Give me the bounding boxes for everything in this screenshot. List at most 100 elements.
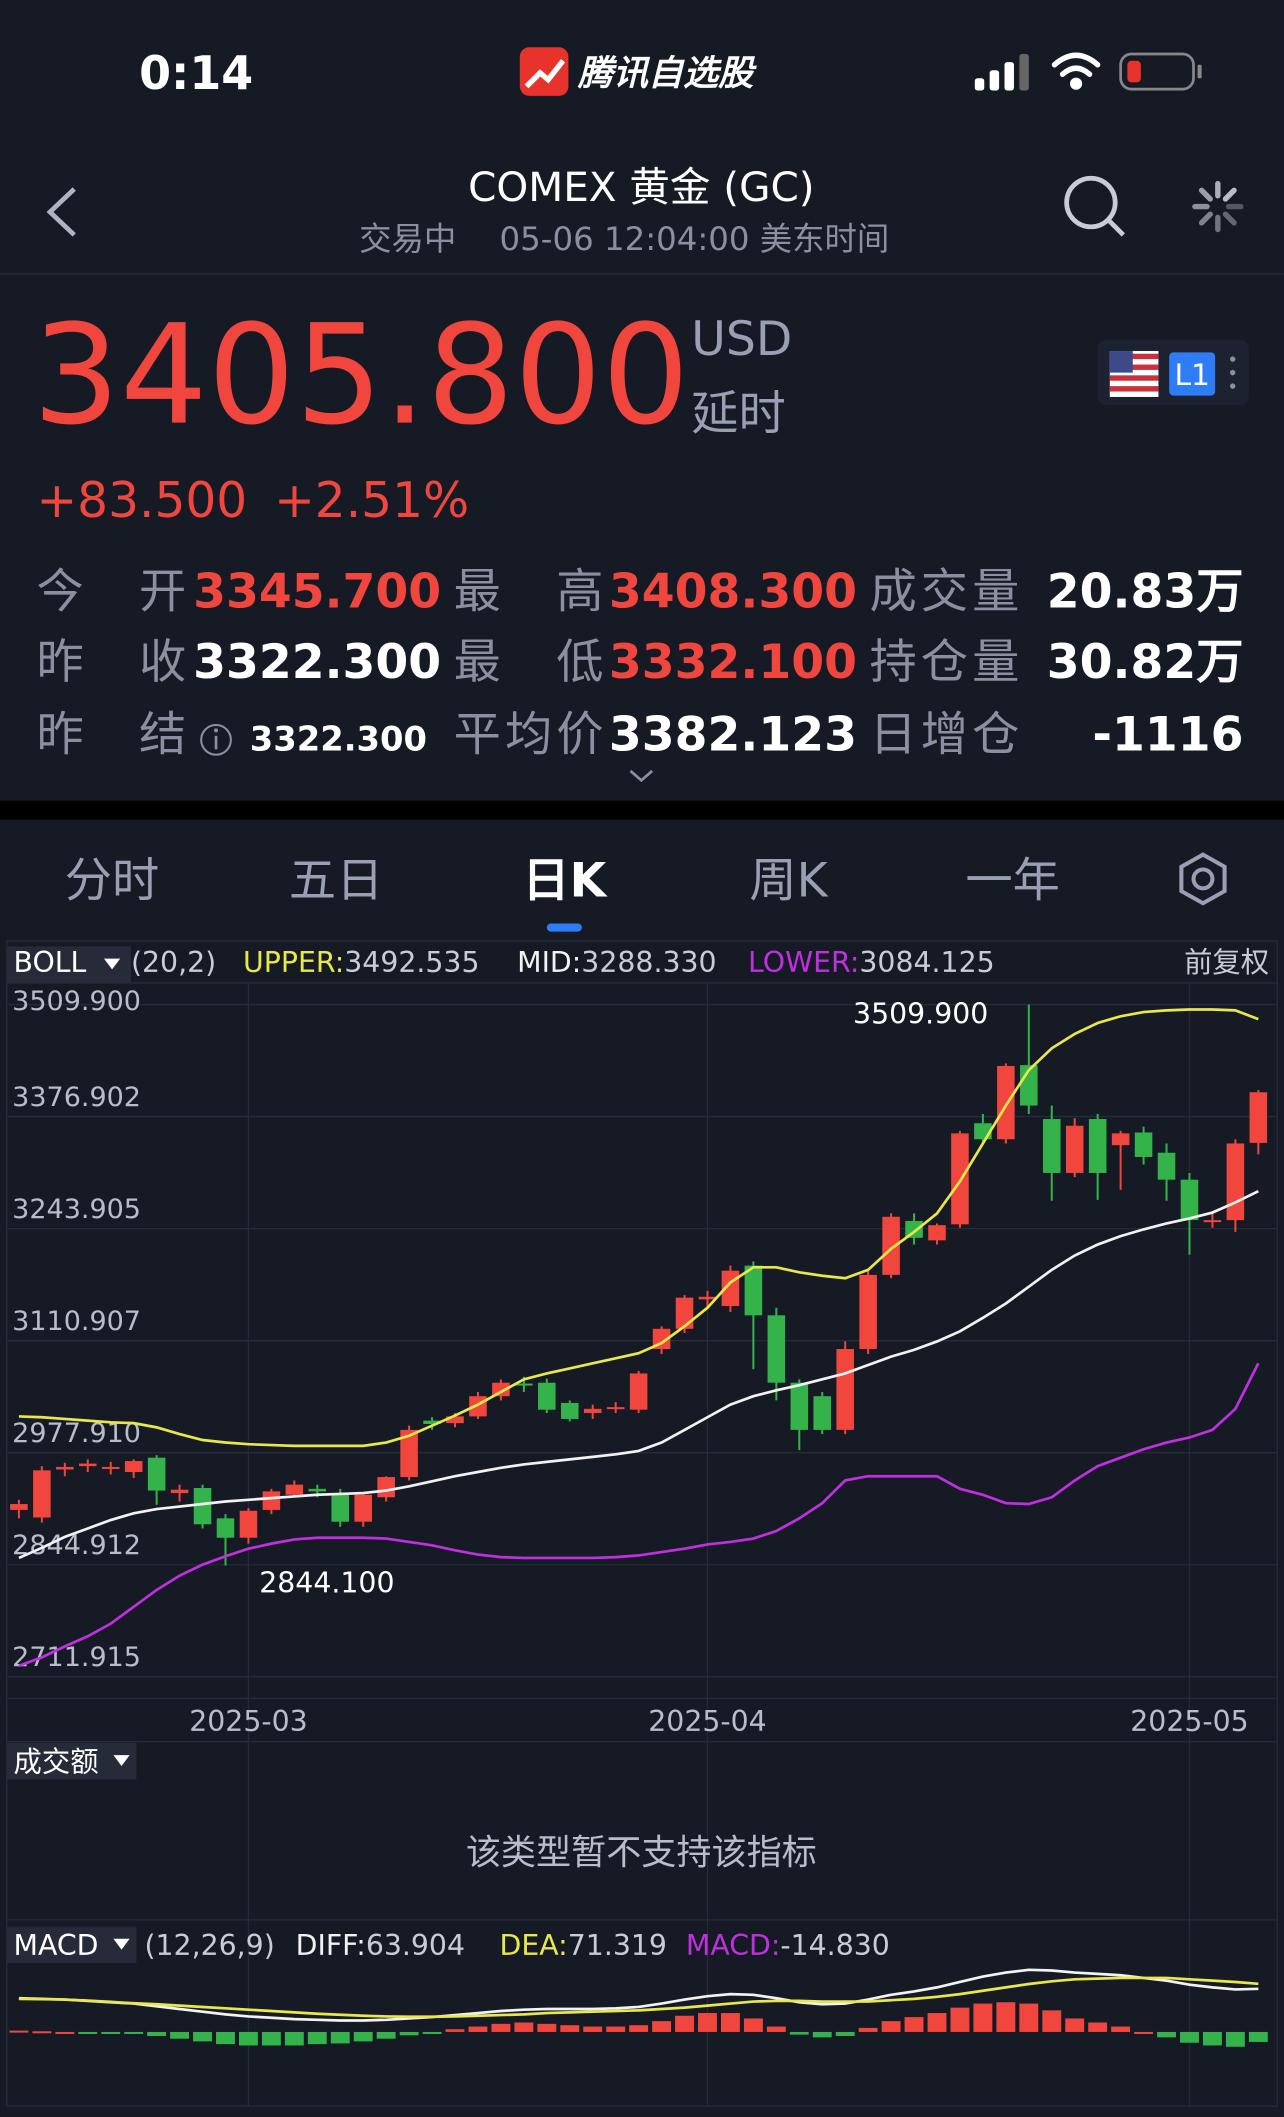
macd-bar	[606, 2026, 626, 2032]
macd-bar	[537, 2023, 557, 2032]
macd-bar	[399, 2031, 419, 2036]
stat-value: 3382.123	[609, 708, 857, 763]
kline-chart: BOLL (20,2) UPPER:3492.535 MID:3288.330 LOWE…	[6, 940, 1278, 2107]
currency: USD	[691, 312, 792, 367]
candle-body	[1226, 1143, 1245, 1221]
stat-label: 成交量	[869, 565, 1019, 620]
macd-bar	[468, 2026, 488, 2032]
candle-body	[836, 1349, 854, 1430]
macd-selector[interactable]	[6, 1926, 137, 1964]
tab[interactable]: 分时	[65, 853, 160, 908]
y-tick-label: 3243.905	[12, 1194, 141, 1225]
macd-line	[18, 1968, 1259, 2022]
macd-bar	[1088, 2022, 1108, 2032]
candle-body	[101, 1466, 120, 1469]
tabs: 分时 五日 日K 周K 一年	[65, 853, 1060, 932]
wifi	[1051, 52, 1101, 90]
tab[interactable]: 一年	[965, 853, 1060, 908]
candle-body	[882, 1216, 900, 1275]
search-button[interactable]	[1064, 175, 1125, 237]
macd-bar	[353, 2031, 373, 2042]
macd-bar	[835, 2031, 855, 2036]
volume-selector[interactable]	[6, 1743, 137, 1780]
macd-bar	[238, 2031, 258, 2046]
tab[interactable]: 五日	[289, 853, 384, 908]
price: 3405.800	[32, 296, 689, 456]
tab-indicator	[546, 923, 582, 932]
battery	[1119, 52, 1195, 91]
info-icon-dot	[214, 728, 219, 733]
x-tick-label: 2025-04	[648, 1705, 766, 1738]
macd-bar	[284, 2031, 304, 2046]
settings-button[interactable]	[1179, 852, 1227, 906]
clock: 0:14	[139, 46, 253, 100]
expand-arrow[interactable]	[629, 769, 654, 783]
macd-bar	[1202, 2031, 1222, 2046]
timestamp: 05-06 12:04:00 美东时间	[500, 220, 890, 258]
stat-value: -1116	[1092, 708, 1243, 763]
candle-body	[400, 1429, 418, 1478]
stat-value: 3322.300	[250, 720, 427, 759]
candle-body	[446, 1416, 464, 1424]
macd-bar	[147, 2031, 167, 2036]
tab[interactable]: 日K	[522, 853, 608, 908]
legend-value: -14.830	[780, 1929, 889, 1962]
candle-body	[1065, 1125, 1084, 1173]
candle-body	[423, 1420, 441, 1424]
legend-label: MACD:	[686, 1929, 781, 1962]
candle-body	[78, 1463, 97, 1467]
separator	[0, 800, 1284, 820]
candle-body	[515, 1383, 533, 1386]
delay: 延时	[691, 386, 786, 441]
macd-bar	[629, 2025, 649, 2032]
volume-title: 成交额	[14, 1745, 99, 1778]
legend-item: MACD:-14.830	[686, 1929, 890, 1962]
candle-body	[124, 1461, 143, 1473]
adjust-mode[interactable]: 前复权	[1184, 946, 1269, 979]
macd-bar	[812, 2031, 832, 2038]
stat-value: 3332.100	[609, 635, 857, 690]
back-button[interactable]	[46, 187, 76, 237]
y-tick-label: 3509.900	[12, 986, 141, 1017]
macd-bar	[514, 2022, 534, 2032]
candle-body	[1042, 1119, 1061, 1173]
candle-body	[997, 1065, 1015, 1140]
legend-label: MID:	[517, 946, 581, 979]
tab[interactable]: 周K	[749, 853, 828, 908]
candle-body	[10, 1504, 28, 1510]
info-icon[interactable]	[200, 724, 232, 756]
candle-body	[147, 1457, 166, 1491]
candle-body	[331, 1493, 350, 1522]
spinner-spoke	[1198, 211, 1213, 226]
candle-body	[698, 1296, 717, 1300]
macd-bar	[55, 2031, 75, 2034]
macd-bar	[1225, 2031, 1245, 2047]
signal	[974, 54, 1029, 91]
macd-bar	[583, 2026, 603, 2032]
chart-frame	[6, 940, 1278, 2107]
candle-body	[56, 1466, 74, 1470]
y-tick-label: 3376.902	[12, 1082, 141, 1113]
candle-body	[928, 1225, 946, 1241]
macd-bar	[973, 2003, 993, 2032]
legend-item: DEA:71.319	[500, 1929, 667, 1962]
boll-name: BOLL	[14, 946, 87, 979]
legend-item: UPPER:3492.535	[243, 946, 479, 979]
macd-bar	[652, 2021, 672, 2032]
macd-bar	[1180, 2031, 1199, 2043]
boll-line	[18, 1362, 1260, 1668]
level: L1	[1174, 358, 1209, 393]
legend-item: MID:3288.330	[517, 946, 716, 979]
candle-body	[1180, 1179, 1199, 1221]
candle-body	[170, 1489, 189, 1494]
macd-bar	[1042, 2010, 1062, 2032]
y-tick-label: 2711.915	[12, 1642, 141, 1673]
macd-bar	[422, 2031, 442, 2034]
candle-body	[1249, 1092, 1268, 1143]
battery-tip	[1197, 64, 1202, 79]
candle-body	[239, 1510, 258, 1538]
macd-line	[18, 1976, 1259, 2019]
spinner-spoke	[1198, 187, 1213, 202]
macd-bar	[996, 2002, 1016, 2032]
